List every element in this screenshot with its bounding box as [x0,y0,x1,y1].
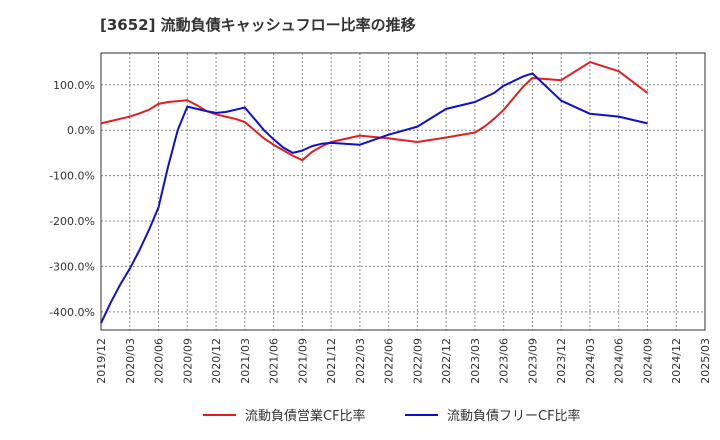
legend-label-2: 流動負債フリーCF比率 [447,408,581,424]
x-tick-label: 2024/03 [584,338,597,384]
x-tick-label: 2022/12 [440,338,453,384]
x-tick-label: 2023/03 [469,338,482,384]
x-tick-label: 2020/09 [181,338,194,384]
series-lines [100,61,649,324]
x-tick-label: 2024/09 [641,338,654,384]
x-tick-label: 2024/12 [670,338,683,384]
x-tick-label: 2019/12 [95,338,108,384]
x-tick-label: 2021/12 [325,338,338,384]
plot-frame [100,52,706,331]
series-line-2 [100,72,648,324]
x-tick-label: 2021/03 [239,338,252,384]
x-tick-label: 2023/09 [526,338,539,384]
y-tick-label: -300.0% [49,260,95,273]
x-tick-label: 2022/03 [354,338,367,384]
x-tick-label: 2022/06 [383,338,396,384]
y-tick-label: -100.0% [49,170,95,183]
x-tick-label: 2021/06 [268,338,281,384]
x-tick-label: 2020/06 [153,338,166,384]
grid [100,53,706,330]
x-tick-label: 2025/03 [699,338,712,384]
x-tick-label: 2023/12 [555,338,568,384]
y-tick-label: -200.0% [49,215,95,228]
series-line-1 [100,61,649,162]
y-tick-label: 100.0% [53,79,95,92]
x-tick-label: 2020/03 [124,338,137,384]
x-tick-label: 2023/06 [498,338,511,384]
legend: 流動負債営業CF比率 流動負債フリーCF比率 [203,408,581,424]
y-tick-label: 0.0% [67,124,95,137]
y-axis: 100.0% 0.0% -100.0% -200.0% -300.0% -400.0% [49,79,95,319]
y-tick-label: -400.0% [49,306,95,319]
chart-title: [3652] 流動負債キャッシュフロー比率の推移 [100,16,416,34]
x-axis: 2019/12 2020/03 2020/06 2020/09 2020/12 2021/… [95,338,712,384]
x-tick-label: 2022/09 [411,338,424,384]
x-tick-label: 2020/12 [210,338,223,384]
legend-label-1: 流動負債営業CF比率 [245,408,366,424]
x-tick-label: 2024/06 [613,338,626,384]
x-tick-label: 2021/09 [296,338,309,384]
